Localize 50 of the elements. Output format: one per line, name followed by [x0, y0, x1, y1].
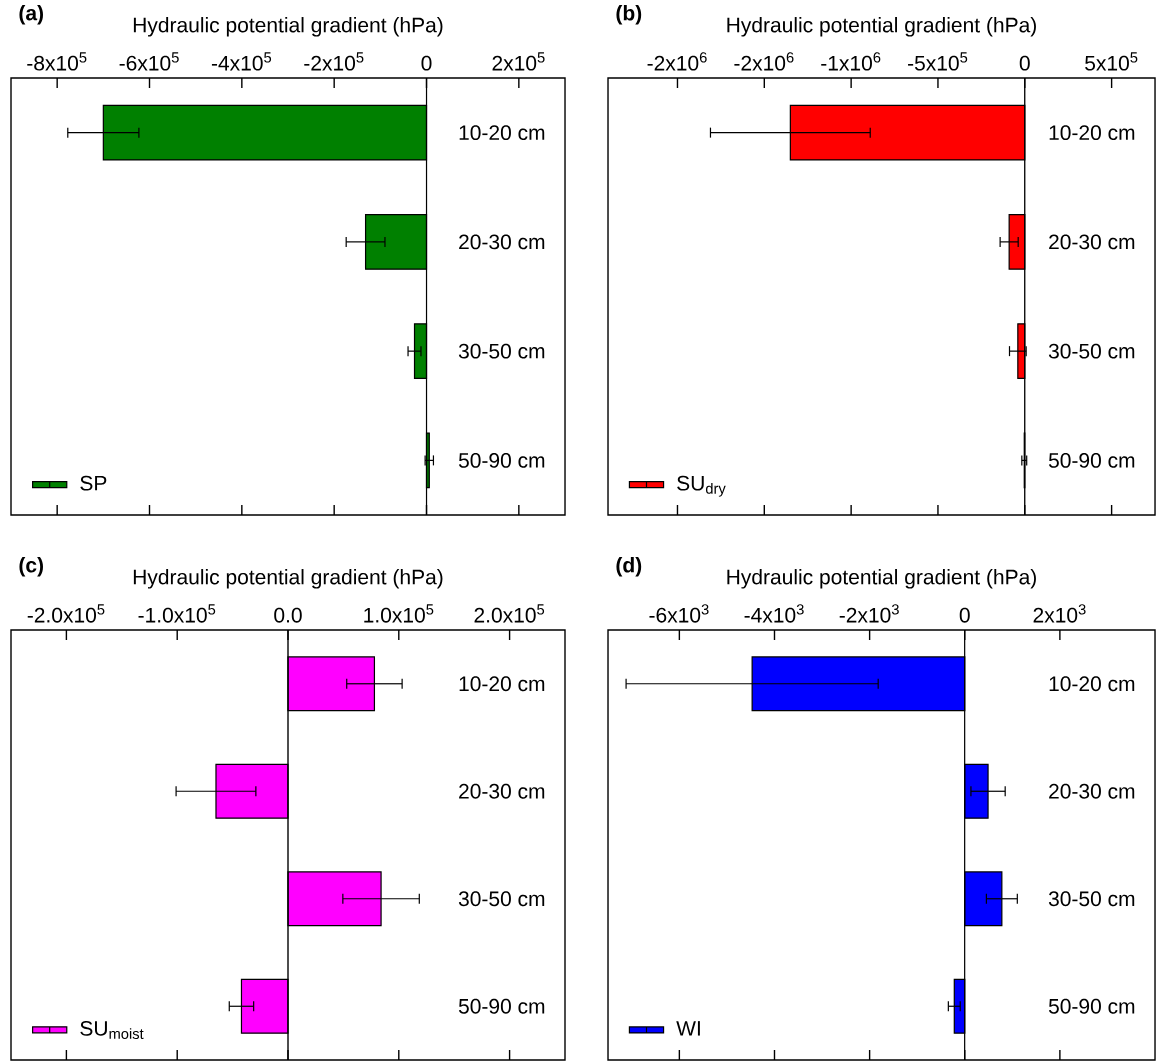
x-tick-label: -2.0x10$^{5}$	[27, 604, 105, 623]
y-tick-label: 30-50 cm	[458, 891, 545, 907]
x-axis-title: Hydraulic potential gradient (hPa)	[727, 17, 1036, 37]
chart-title: (c)	[19, 557, 43, 577]
x-tick-label: -6x10$^{3}$	[649, 604, 709, 623]
y-tick-label: 20-30 cm	[1049, 783, 1135, 799]
x-tick-label: -4x10$^{5}$	[211, 52, 272, 71]
x-tick-label: 2x10$^{3}$	[1033, 604, 1086, 623]
y-tick-label: 10-20 cm	[459, 125, 545, 141]
legend-label: SU$_{dry}$	[677, 475, 726, 497]
x-tick-label: 1.0x10$^{5}$	[364, 604, 434, 623]
y-tick-label: 30-50 cm	[1048, 343, 1135, 359]
x-tick-label: 0.0	[274, 607, 302, 623]
y-tick-label: 20-30 cm	[459, 783, 545, 799]
x-axis-title: Hydraulic potential gradient (hPa)	[727, 569, 1036, 589]
legend-label: SP	[80, 475, 107, 491]
y-tick-label: 10-20 cm	[459, 676, 545, 692]
y-tick-label: 50-90 cm	[458, 452, 545, 468]
y-tick-label: 30-50 cm	[1048, 891, 1135, 907]
x-tick-label: -1x10$^{6}$	[821, 52, 881, 71]
x-tick-label: 0	[959, 607, 970, 623]
x-tick-label: -5x10$^{5}$	[908, 52, 968, 71]
legend-label: SU$_{moist}$	[80, 1020, 144, 1040]
x-tick-label: -6x10$^{5}$	[119, 52, 179, 71]
y-tick-label: 50-90 cm	[1048, 452, 1135, 468]
x-tick-label: -8x10$^{5}$	[27, 52, 87, 71]
y-tick-label: 20-30 cm	[1049, 234, 1135, 250]
x-tick-label: 2x10$^{5}$	[492, 52, 545, 71]
legend-label: WI	[676, 1021, 700, 1036]
x-tick-label: -2x10$^{3}$	[839, 604, 899, 623]
x-tick-label: -1.0x10$^{5}$	[138, 604, 216, 623]
x-tick-label: 0	[1019, 55, 1030, 71]
x-tick-label: -2x10$^{6}$	[647, 52, 707, 71]
chart-title: (b)	[616, 5, 642, 25]
x-axis-title: Hydraulic potential gradient (hPa)	[133, 17, 443, 37]
x-tick-label: 5x10$^{5}$	[1085, 52, 1138, 71]
x-tick-label: -2x10$^{6}$	[734, 52, 794, 71]
x-tick-label: 2.0x10$^{5}$	[474, 604, 545, 623]
y-tick-label: 20-30 cm	[459, 234, 545, 250]
chart-title: (d)	[616, 557, 642, 577]
y-tick-label: 50-90 cm	[1048, 998, 1135, 1014]
y-tick-label: 50-90 cm	[458, 998, 545, 1014]
y-tick-label: 30-50 cm	[458, 343, 545, 359]
x-tick-label: -2x10$^{5}$	[304, 52, 364, 71]
x-tick-label: -4x10$^{3}$	[744, 604, 804, 623]
y-tick-label: 10-20 cm	[1049, 676, 1135, 692]
y-tick-label: 10-20 cm	[1049, 125, 1135, 141]
x-tick-label: 0	[421, 55, 432, 71]
x-axis-title: Hydraulic potential gradient (hPa)	[133, 569, 443, 589]
chart-title: (a)	[19, 5, 43, 25]
